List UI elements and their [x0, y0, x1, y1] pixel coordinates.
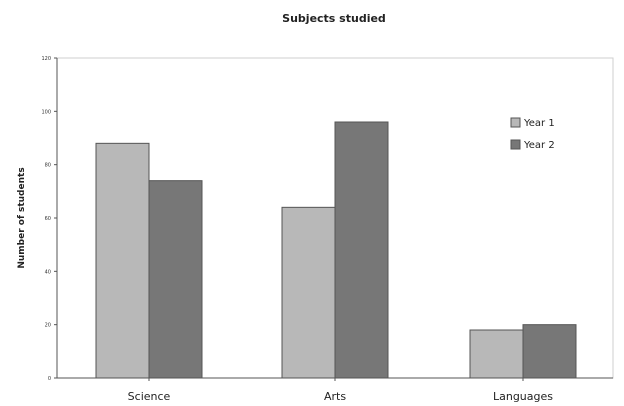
y-tick-label: 100 [41, 109, 51, 115]
y-tick-label: 60 [45, 216, 51, 222]
x-tick-label-arts: Arts [324, 390, 346, 403]
y-tick-label: 40 [45, 269, 51, 275]
bar-languages-year-2 [522, 324, 577, 379]
legend-label-year-1: Year 1 [523, 118, 555, 129]
bar-languages-year-1 [469, 329, 524, 379]
bar-science-year-1 [95, 142, 150, 379]
bar-science-year-2 [148, 180, 203, 379]
y-tick-label: 120 [41, 56, 51, 62]
y-tick-label: 80 [45, 163, 51, 169]
x-tick-label-science: Science [128, 390, 171, 403]
bars [95, 121, 577, 379]
legend-swatch-year-2 [510, 139, 521, 150]
chart-title: Subjects studied [282, 12, 386, 25]
bar-arts-year-1 [281, 206, 336, 379]
x-axis-ticks: Science Arts Languages [128, 378, 553, 403]
x-tick-label-languages: Languages [493, 390, 553, 403]
y-axis-ticks: 0 20 40 60 80 100 120 [41, 56, 57, 382]
legend-label-year-2: Year 2 [523, 140, 555, 151]
legend: Year 1 Year 2 [510, 117, 555, 151]
y-tick-label: 20 [45, 323, 51, 329]
y-tick-label: 0 [48, 376, 51, 382]
y-axis-label: Number of students [17, 167, 27, 268]
legend-swatch-year-1 [510, 117, 521, 128]
bar-arts-year-2 [334, 121, 389, 379]
